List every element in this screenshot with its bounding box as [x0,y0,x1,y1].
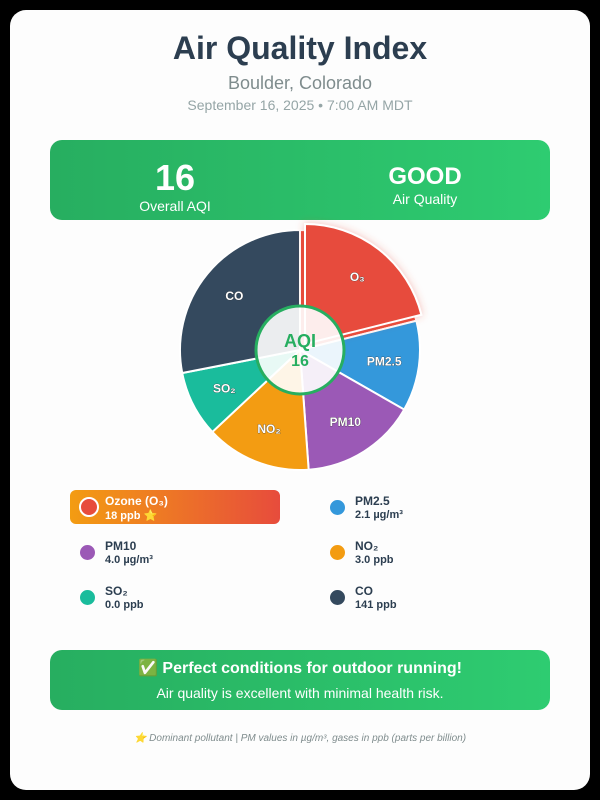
legend-item-co: CO 141 ppb [320,580,530,614]
recommendation-banner: ✅ Perfect conditions for outdoor running… [50,650,550,710]
legend-name: NO₂ [355,539,379,553]
pie-slice-label: SO₂ [213,382,236,396]
pie-slice-label: O₃ [350,270,365,284]
pie-slice-label: NO₂ [257,422,280,436]
legend-name: Ozone (O₃) [105,494,168,508]
pm10-color-dot-icon [80,545,95,560]
recommendation-title: ✅ Perfect conditions for outdoor running… [138,660,462,677]
category-label: Air Quality [392,191,458,207]
pie-slice-label: CO [225,289,243,303]
legend-item-ozone: Ozone (O₃) 18 ppb ⭐ [70,490,280,524]
legend-name: CO [355,584,373,598]
legend-name: PM2.5 [355,494,390,508]
so2-color-dot-icon [80,590,95,605]
legend-name: PM10 [105,539,137,553]
legend-value: 141 ppb [355,599,397,611]
legend-value: 4.0 µg/m³ [105,554,153,566]
pie-slice-exploded [304,222,423,346]
co-color-dot-icon [330,590,345,605]
legend-value: 2.1 µg/m³ [355,509,403,521]
no2-color-dot-icon [330,545,345,560]
pm25-color-dot-icon [330,500,345,515]
timestamp: September 16, 2025 • 7:00 AM MDT [187,97,413,113]
legend-name: SO₂ [105,584,128,598]
legend-item-pm25: PM2.5 2.1 µg/m³ [320,490,530,524]
legend-item-so2: SO₂ 0.0 ppb [70,580,280,614]
page-title: Air Quality Index [172,30,428,66]
legend-value: 0.0 ppb [105,599,144,611]
aqi-label: Overall AQI [139,198,211,214]
center-badge [254,304,346,396]
category-value: GOOD [388,163,462,190]
ozone-color-dot-icon [79,497,99,517]
air-quality-category: GOOD Air Quality [300,140,550,207]
overall-aqi: 16 Overall AQI [50,140,300,215]
legend-item-no2: NO₂ 3.0 ppb [320,535,530,569]
recommendation-text: Air quality is excellent with minimal he… [156,685,444,701]
center-badge-value: 16 [291,353,309,370]
pie-slice-label: PM10 [330,415,362,429]
legend-value: 3.0 ppb [355,554,394,566]
aqi-value: 16 [154,157,196,198]
aqi-summary-banner: 16 Overall AQI GOOD Air Quality [50,140,550,220]
legend-value: 18 ppb ⭐ [105,510,158,522]
footnote: ⭐ Dominant pollutant | PM values in µg/m… [133,733,467,744]
pie-slice-label: PM2.5 [367,355,402,369]
legend-item-pm10: PM10 4.0 µg/m³ [70,535,280,569]
location: Boulder, Colorado [227,73,373,93]
center-badge-label: AQI [284,331,316,351]
